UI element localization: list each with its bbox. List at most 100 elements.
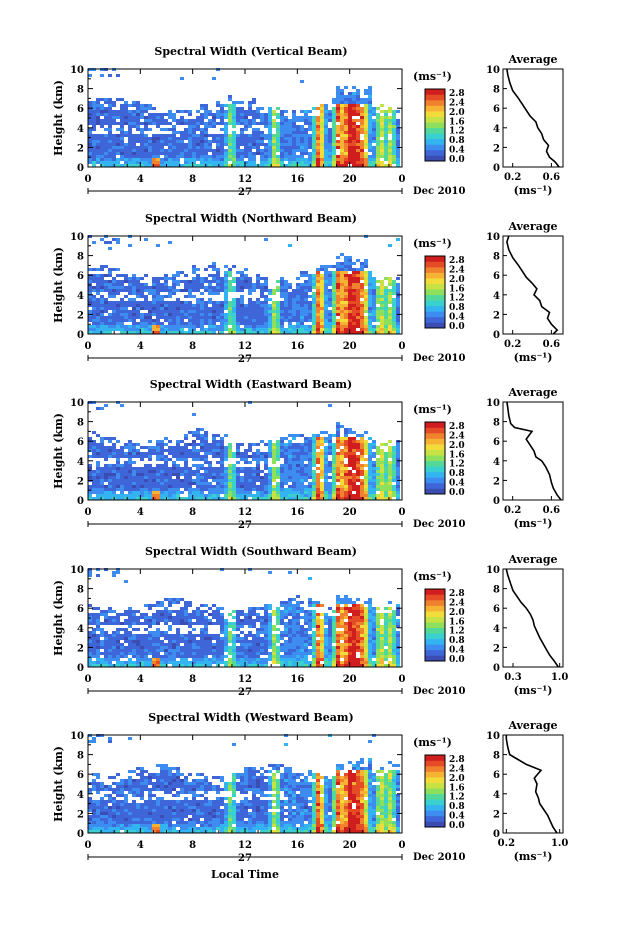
heatmap-cell [356, 104, 360, 107]
heatmap-cell [128, 616, 132, 619]
heatmap-cell [308, 280, 312, 283]
heatmap-cell [316, 494, 320, 497]
heatmap-cell [140, 158, 144, 161]
heatmap-cell [108, 640, 112, 643]
heatmap-cell [228, 113, 232, 116]
heatmap-cell [268, 155, 272, 158]
heatmap-cell [124, 328, 128, 331]
heatmap-cell [88, 328, 92, 331]
heatmap-cell [388, 149, 392, 152]
heatmap-cell [340, 122, 344, 125]
heatmap-cell [228, 467, 232, 470]
heatmap-cell [320, 473, 324, 476]
heatmap-cell [320, 289, 324, 292]
heatmap-cell [328, 164, 332, 167]
heatmap-cell [296, 491, 300, 494]
x-tick-label: 0 [399, 341, 406, 352]
heatmap-cell [300, 137, 304, 140]
heatmap-cell [196, 128, 200, 131]
heatmap-cell [280, 149, 284, 152]
heatmap-cell [156, 631, 160, 634]
heatmap-cell [204, 316, 208, 319]
heatmap-cell [156, 146, 160, 149]
heatmap-cell [136, 322, 140, 325]
heatmap-cell [248, 286, 252, 289]
heatmap-cell [208, 446, 212, 449]
heatmap-cell [288, 452, 292, 455]
heatmap-cell [116, 319, 120, 322]
heatmap-cell [280, 331, 284, 334]
heatmap-cell [376, 307, 380, 310]
heatmap-cell [344, 455, 348, 458]
heatmap-cell [192, 277, 196, 280]
heatmap-cell [224, 482, 228, 485]
heatmap-cell [236, 122, 240, 125]
heatmap-cell [196, 140, 200, 143]
heatmap-cell [392, 152, 396, 155]
heatmap-cell [104, 316, 108, 319]
heatmap-cell [348, 277, 352, 280]
heatmap-cell [268, 491, 272, 494]
colorbar-unit: (ms⁻¹) [413, 237, 452, 250]
heatmap-cell [372, 316, 376, 319]
heatmap-cell [388, 331, 392, 334]
heatmap-cell [188, 301, 192, 304]
heatmap-cell [308, 494, 312, 497]
heatmap-cell [184, 137, 188, 140]
heatmap-cell [328, 304, 332, 307]
heatmap-cell [148, 313, 152, 316]
heatmap-cell [116, 280, 120, 283]
heatmap-cell [188, 482, 192, 485]
heatmap-cell [380, 494, 384, 497]
heatmap-cell [104, 140, 108, 143]
heatmap-cell [256, 274, 260, 277]
heatmap-cell [248, 161, 252, 164]
heatmap-cell [324, 446, 328, 449]
heatmap-cell [372, 491, 376, 494]
heatmap-cell [260, 497, 264, 500]
heatmap-cell [116, 328, 120, 331]
heatmap-cell [172, 313, 176, 316]
heatmap-cell [248, 467, 252, 470]
heatmap-cell [296, 277, 300, 280]
heatmap-cell [260, 295, 264, 298]
heatmap-cell [240, 107, 244, 110]
heatmap-cell [208, 289, 212, 292]
heatmap-cell [116, 140, 120, 143]
heatmap-cell [316, 316, 320, 319]
heatmap-cell [324, 497, 328, 500]
heatmap-cell [136, 116, 140, 119]
heatmap-cell [384, 137, 388, 140]
heatmap-cell [192, 158, 196, 161]
heatmap-cell [180, 110, 184, 113]
heatmap-cell [336, 322, 340, 325]
heatmap-cell [336, 461, 340, 464]
heatmap-cell [176, 331, 180, 334]
heatmap-cell [212, 268, 216, 271]
heatmap-cell [132, 610, 136, 613]
heatmap-cell [344, 307, 348, 310]
heatmap-cell [152, 283, 156, 286]
heatmap-cell [136, 119, 140, 122]
heatmap-cell [108, 449, 112, 452]
heatmap-cell [188, 289, 192, 292]
heatmap-cell [332, 301, 336, 304]
heatmap-cell [88, 476, 92, 479]
heatmap-cell [160, 467, 164, 470]
heatmap-cell [324, 470, 328, 473]
heatmap-cell [396, 488, 400, 491]
heatmap-cell [152, 107, 156, 110]
heatmap-cell [268, 113, 272, 116]
heatmap-cell [320, 476, 324, 479]
heatmap-cell [192, 265, 196, 268]
heatmap-cell [124, 107, 128, 110]
heatmap-cell [100, 328, 104, 331]
heatmap-cell [212, 479, 216, 482]
heatmap-cell [288, 328, 292, 331]
heatmap-cell [276, 304, 280, 307]
profile-y-tick-label: 0 [493, 330, 500, 341]
heatmap-cell [112, 277, 116, 280]
heatmap-cell [144, 304, 148, 307]
heatmap-cell [364, 92, 368, 95]
heatmap-cell [252, 140, 256, 143]
